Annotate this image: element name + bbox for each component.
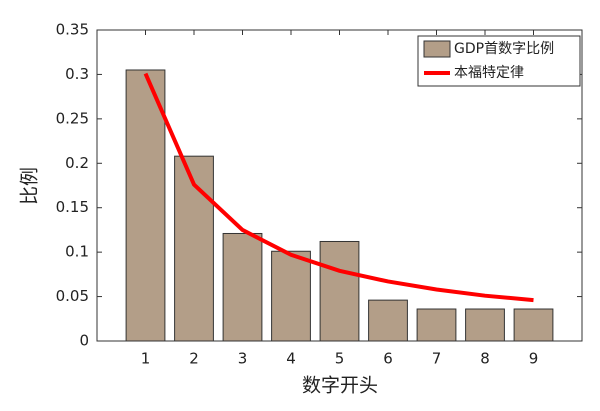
x-tick-label: 6 [383, 350, 393, 368]
legend-label: GDP首数字比例 [454, 41, 554, 57]
y-tick-label: 0 [79, 332, 89, 350]
y-tick-label: 0.1 [65, 243, 89, 261]
x-tick-label: 4 [286, 350, 296, 368]
x-tick-label: 2 [189, 350, 199, 368]
bar [513, 308, 554, 342]
y-tick-label: 0.35 [56, 21, 89, 39]
y-tick-label: 0.05 [56, 287, 89, 305]
x-tick-label: 5 [335, 350, 345, 368]
x-tick-label: 9 [529, 350, 539, 368]
x-tick-label: 8 [480, 350, 490, 368]
bar [222, 232, 263, 342]
bar [271, 250, 311, 342]
y-tick-label: 0.15 [56, 198, 89, 216]
bar [416, 308, 457, 342]
legend-swatch [423, 40, 451, 58]
bar [465, 308, 505, 342]
plot-frame [96, 29, 583, 342]
legend-label: 本福特定律 [454, 65, 524, 81]
x-tick-label: 1 [141, 350, 151, 368]
bar [319, 240, 360, 342]
bar [125, 69, 166, 342]
x-tick-label: 7 [432, 350, 442, 368]
x-tick-label: 3 [238, 350, 248, 368]
y-tick-label: 0.25 [56, 109, 89, 127]
y-axis-label: 比例 [19, 167, 41, 205]
x-axis-label: 数字开头 [302, 375, 378, 397]
y-tick-label: 0.3 [65, 65, 89, 83]
y-tick-label: 0.2 [65, 154, 89, 172]
bar [368, 299, 408, 342]
line [143, 72, 534, 303]
